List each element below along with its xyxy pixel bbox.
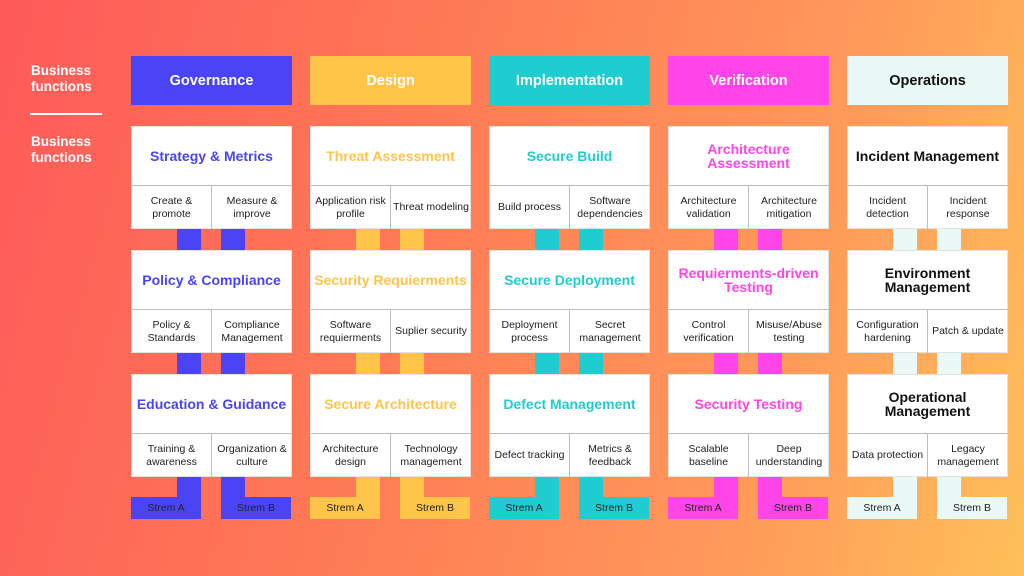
practice-title: Secure Deployment — [504, 272, 635, 288]
practice-card: Secure Deployment Deployment process Secre… — [489, 250, 650, 353]
practice-stream-a-label: Policy & Standards — [132, 309, 212, 353]
divider — [30, 113, 102, 115]
practice-card: Strategy & Metrics Create & promote Measur… — [131, 126, 292, 229]
business-function-column: Operations Incident Management Incident de… — [847, 0, 1008, 576]
practice-card: Environment Management Configuration hard… — [847, 250, 1008, 353]
practice-card: Policy & Compliance Policy & Standards Com… — [131, 250, 292, 353]
practice-card: Threat Assessment Application risk profil… — [310, 126, 471, 229]
stream-a-tag: Strem A — [668, 497, 738, 519]
practice-stream-b-label: Suplier security — [391, 309, 471, 353]
practice-title: Threat Assessment — [326, 148, 455, 164]
business-function-column: Implementation Secure Build Build process S… — [489, 0, 650, 576]
practice-stream-b-label: Architecture mitigation — [749, 185, 829, 229]
practice-card: Requierments-driven Testing Control verif… — [668, 250, 829, 353]
practice-stream-a-label: Deployment process — [490, 309, 570, 353]
stream-a-tag: Strem A — [847, 497, 917, 519]
practice-title: Requierments-driven Testing — [678, 265, 819, 295]
practice-stream-b-label: Misuse/Abuse testing — [749, 309, 829, 353]
stream-b-tag: Strem B — [579, 497, 649, 519]
practice-stream-b-label: Secret management — [570, 309, 650, 353]
stream-a-tag: Strem A — [131, 497, 201, 519]
function-header: Verification — [668, 56, 829, 105]
stream-b-tag: Strem B — [400, 497, 470, 519]
stream-a-tag: Strem A — [489, 497, 559, 519]
practice-title: Strategy & Metrics — [150, 148, 273, 164]
practice-stream-a-label: Scalable baseline — [669, 433, 749, 477]
business-function-column: Verification Architecture Assessment Archi… — [668, 0, 829, 576]
practice-stream-b-label: Incident response — [928, 185, 1008, 229]
practice-stream-b-label: Organization & culture — [212, 433, 292, 477]
practice-stream-b-label: Threat modeling — [391, 185, 471, 229]
practice-stream-a-label: Architecture design — [311, 433, 391, 477]
practice-stream-a-label: Control verification — [669, 309, 749, 353]
business-functions-label-bottom: Business functions — [31, 134, 92, 165]
practice-card: Secure Build Build process Software depend… — [489, 126, 650, 229]
practice-title: Security Testing — [694, 396, 803, 412]
practice-card: Security Testing Scalable baseline Deep un… — [668, 374, 829, 477]
practice-card: Education & Guidance Training & awareness… — [131, 374, 292, 477]
practice-title: Defect Management — [503, 396, 636, 412]
practice-title: Incident Management — [855, 148, 1000, 164]
business-function-column: Governance Strategy & Metrics Create & pro… — [131, 0, 292, 576]
function-header: Implementation — [489, 56, 650, 105]
practice-stream-a-label: Defect tracking — [490, 433, 570, 477]
practice-stream-a-label: Application risk profile — [311, 185, 391, 229]
practice-title: Environment Management — [884, 265, 971, 295]
practice-stream-a-label: Data protection — [848, 433, 928, 477]
practice-stream-a-label: Create & promote — [132, 185, 212, 229]
practice-stream-b-label: Compliance Management — [212, 309, 292, 353]
practice-card: Secure Architecture Architecture design Te… — [310, 374, 471, 477]
practice-title: Operational Management — [884, 389, 971, 419]
practice-card: Security Requierments Software requiermen… — [310, 250, 471, 353]
stream-b-tag: Strem B — [937, 497, 1007, 519]
practice-title: Security Requierments — [314, 272, 467, 288]
practice-card: Defect Management Defect tracking Metrics … — [489, 374, 650, 477]
practice-stream-a-label: Configuration hardening — [848, 309, 928, 353]
practice-stream-a-label: Incident detection — [848, 185, 928, 229]
practice-stream-b-label: Patch & update — [928, 309, 1008, 353]
stream-a-tag: Strem A — [310, 497, 380, 519]
business-functions-label-top: Business functions — [31, 63, 92, 94]
practice-stream-a-label: Software requierments — [311, 309, 391, 353]
practice-stream-b-label: Software dependencies — [570, 185, 650, 229]
practice-stream-b-label: Technology management — [391, 433, 471, 477]
stream-b-tag: Strem B — [221, 497, 291, 519]
practice-title: Secure Architecture — [324, 396, 457, 412]
practice-title: Secure Build — [526, 148, 613, 164]
practice-stream-b-label: Legacy management — [928, 433, 1008, 477]
practice-stream-b-label: Measure & improve — [212, 185, 292, 229]
stream-b-tag: Strem B — [758, 497, 828, 519]
practice-card: Incident Management Incident detection Inc… — [847, 126, 1008, 229]
practice-title: Architecture Assessment — [707, 141, 790, 171]
practice-title: Policy & Compliance — [142, 272, 281, 288]
practice-stream-a-label: Build process — [490, 185, 570, 229]
function-header: Operations — [847, 56, 1008, 105]
business-function-column: Design Threat Assessment Application risk … — [310, 0, 471, 576]
practice-stream-b-label: Metrics & feedback — [570, 433, 650, 477]
function-header: Design — [310, 56, 471, 105]
practice-stream-a-label: Training & awareness — [132, 433, 212, 477]
practice-card: Architecture Assessment Architecture vali… — [668, 126, 829, 229]
practice-title: Education & Guidance — [136, 396, 287, 412]
practice-card: Operational Management Data protection Leg… — [847, 374, 1008, 477]
practice-stream-b-label: Deep understanding — [749, 433, 829, 477]
function-header: Governance — [131, 56, 292, 105]
practice-stream-a-label: Architecture validation — [669, 185, 749, 229]
